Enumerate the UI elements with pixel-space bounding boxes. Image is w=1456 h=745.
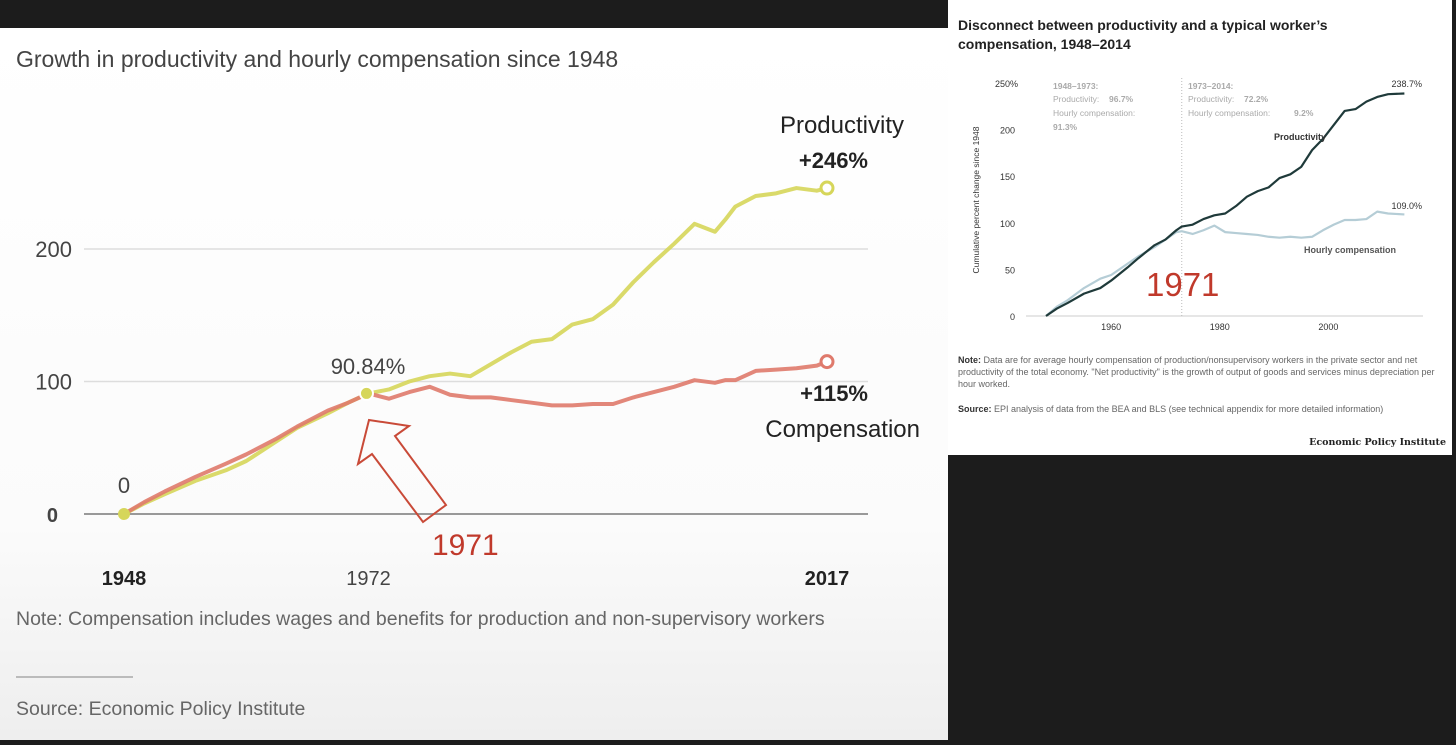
x-tick-label: 1948: [102, 568, 147, 590]
y-axis-label: Cumulative percent change since 1948: [971, 126, 981, 273]
source-label: Source:: [958, 404, 992, 414]
arrow-icon: [356, 418, 448, 524]
period1-prod-value: 96.7%: [1109, 94, 1134, 104]
productivity-change: +246%: [799, 148, 868, 173]
series-line-productivity: [123, 186, 828, 516]
period1-prod-label: Productivity:: [1053, 94, 1099, 104]
x-tick-label: 1972: [346, 568, 391, 590]
left-chart-plot: 0 100 200 1948 1972 2017 0 90.84% Productivity +2…: [35, 112, 920, 590]
period2-prod-label: Productivity:: [1188, 94, 1234, 104]
period1-comp-value: 91.3%: [1053, 122, 1078, 132]
period1-comp-label: Hourly compensation:: [1053, 108, 1135, 118]
overlay-year-label: 1971: [1146, 266, 1219, 303]
right-chart-plot: 0 50 100 150 200 250% 1960 1980 2000 Cumulative p…: [971, 78, 1423, 332]
y-tick-label: 200: [35, 237, 72, 262]
x-tick-label: 2000: [1318, 322, 1338, 332]
right-chart-note: Note: Data are for average hourly compen…: [958, 354, 1448, 390]
left-chart-note: Note: Compensation includes wages and be…: [16, 608, 825, 630]
y-tick-label: 0: [1010, 312, 1015, 322]
left-chart-source: Source: Economic Policy Institute: [16, 698, 306, 720]
period2-comp-value: 9.2%: [1294, 108, 1314, 118]
note-text: Data are for average hourly compensation…: [958, 355, 1435, 389]
left-chart-panel: Growth in productivity and hourly compen…: [0, 28, 948, 740]
end-marker-compensation: [819, 354, 835, 370]
y-tick-label: 50: [1005, 265, 1015, 275]
period2-prod-value: 72.2%: [1244, 94, 1269, 104]
start-label: 0: [118, 473, 130, 498]
y-tick-label: 150: [1000, 172, 1015, 182]
series-line-productivity: [1045, 92, 1405, 317]
y-tick-label: 100: [35, 370, 72, 395]
note-label: Note:: [958, 355, 981, 365]
right-chart-title: Disconnect between productivity and a ty…: [958, 17, 1328, 52]
productivity-label: Productivity: [780, 112, 904, 139]
period2-header: 1973–2014:: [1188, 81, 1234, 91]
x-tick-label: 2017: [805, 568, 850, 590]
y-tick-label: 250%: [995, 79, 1018, 89]
source-text: EPI analysis of data from the BEA and BL…: [994, 404, 1384, 414]
period2-comp-label: Hourly compensation:: [1188, 108, 1270, 118]
right-chart-panel: Disconnect between productivity and a ty…: [948, 0, 1452, 455]
compensation-change: +115%: [800, 381, 868, 406]
compensation-series-label: Hourly compensation: [1304, 245, 1396, 255]
start-marker: [118, 508, 130, 520]
x-tick-label: 1960: [1101, 322, 1121, 332]
productivity-series-label: Productivity: [1274, 132, 1326, 142]
x-tick-label: 1980: [1210, 322, 1230, 332]
end-marker-productivity: [819, 180, 835, 196]
left-chart-title: Growth in productivity and hourly compen…: [16, 46, 619, 72]
arrow-year-label: 1971: [432, 529, 499, 562]
period1-header: 1948–1973:: [1053, 81, 1099, 91]
compensation-label: Compensation: [765, 416, 920, 443]
compensation-end-label: 109.0%: [1391, 201, 1422, 211]
right-chart-source: Source: EPI analysis of data from the BE…: [958, 403, 1448, 415]
series-line-hourly-compensation: [1045, 210, 1405, 317]
divider: [16, 676, 133, 678]
y-tick-label: 100: [1000, 219, 1015, 229]
midpoint-marker: [358, 385, 374, 401]
brand-logo: Economic Policy Institute: [1309, 437, 1446, 448]
y-tick-label: 0: [47, 505, 58, 527]
series-line-compensation: [122, 359, 828, 516]
y-tick-label: 200: [1000, 126, 1015, 136]
productivity-end-label: 238.7%: [1391, 79, 1422, 89]
midpoint-label: 90.84%: [331, 354, 406, 379]
